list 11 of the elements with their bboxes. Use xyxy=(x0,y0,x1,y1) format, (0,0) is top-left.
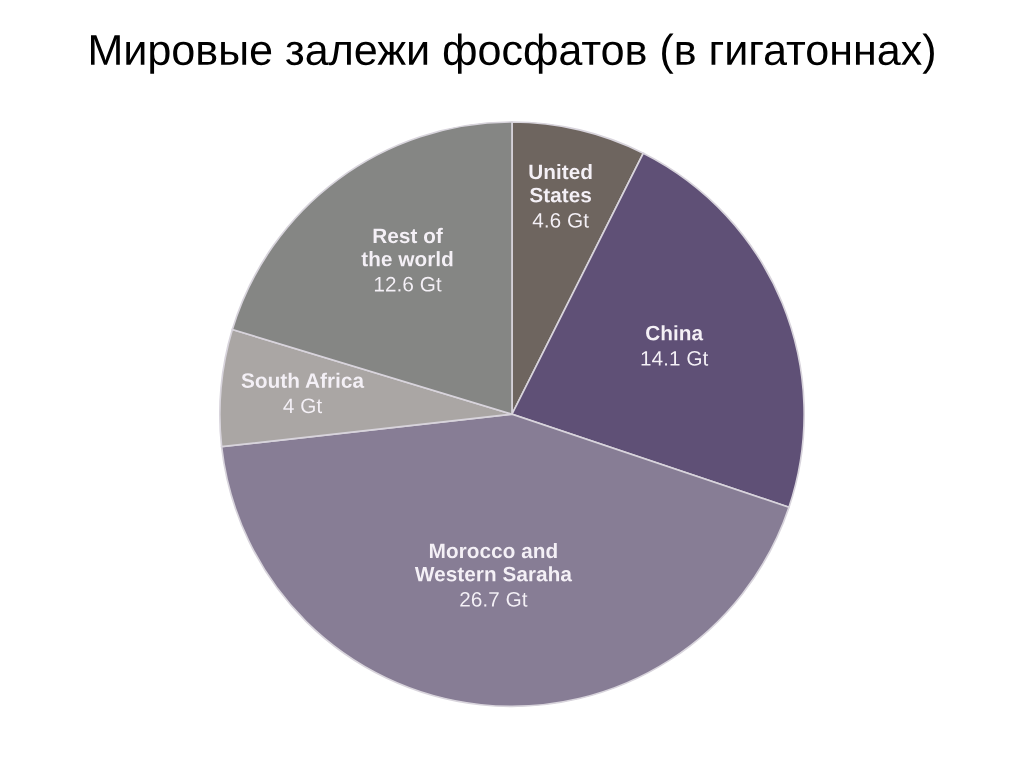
slice-label: South Africa xyxy=(241,372,365,388)
slice-label: Rest of the world xyxy=(361,227,453,267)
data-label: 12.6 Gt xyxy=(374,276,442,292)
data-label: 4 Gt xyxy=(283,398,323,414)
data-label: 4.6 Gt xyxy=(532,212,589,228)
slice-label: China xyxy=(646,325,704,341)
slice-label: Morocco and Western Saraha xyxy=(414,542,573,582)
slice-label: United States xyxy=(529,163,592,203)
data-label: 14.1 Gt xyxy=(641,350,709,366)
chart-title: Мировые залежи фосфатов (в гигатоннах) xyxy=(91,33,934,74)
data-label: 26.7 Gt xyxy=(460,591,528,607)
